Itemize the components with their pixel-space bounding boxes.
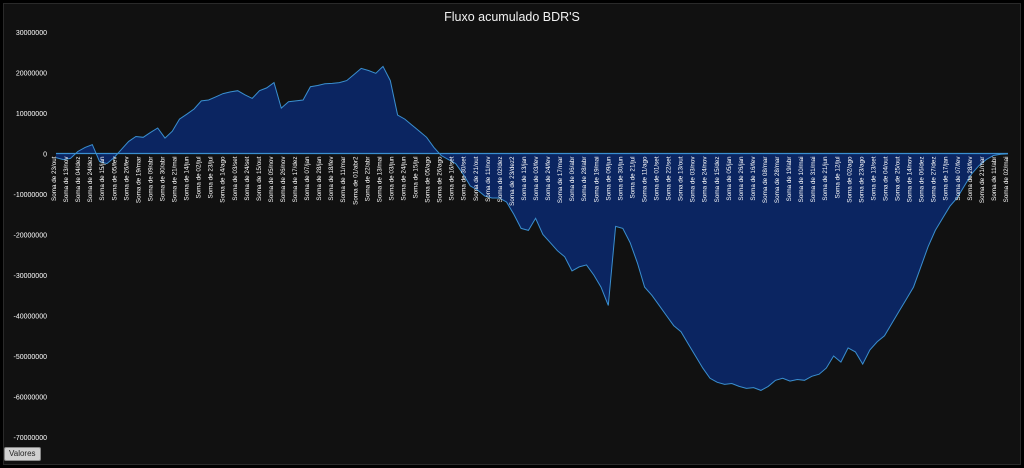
x-tick-label: Soma de 13/nov: [63, 156, 70, 203]
x-tick-label: Soma de 28/fev: [967, 156, 974, 201]
y-tick-label: -60000000: [14, 395, 48, 402]
x-tick-label: Soma de 03/set: [232, 156, 239, 200]
x-tick-label: Soma de 17/jan: [943, 156, 950, 201]
x-tick-label: Soma de 03/fev: [533, 156, 540, 201]
x-tick-label: Soma de 26/nov: [280, 156, 287, 203]
x-tick-label: Soma de 28/abr: [581, 157, 588, 202]
y-tick-label: -30000000: [14, 273, 48, 280]
x-tick-label: Soma de 24/nov: [702, 156, 709, 203]
x-tick-label: Soma de 21/mai: [172, 157, 179, 203]
x-tick-label: Soma de 31/mai: [810, 157, 817, 203]
x-tick-label: Soma de 27/dez: [931, 157, 938, 203]
x-tick-label: Soma de 09/abr: [147, 157, 154, 202]
x-tick-label: Soma de 11/nov: [485, 156, 492, 202]
x-tick-label: Soma de 15/jul: [413, 157, 420, 199]
x-tick-label: Soma de 07/fev: [955, 156, 962, 201]
x-tick-label: Soma de 23/out: [51, 156, 58, 201]
x-tick-label: Soma de 19/abr: [786, 157, 793, 202]
area-series-outline: [55, 65, 1009, 391]
x-tick-label: Soma de 21/jul: [629, 157, 636, 199]
x-tick-label: Soma de 19/mar: [135, 157, 142, 204]
x-tick-label: Soma de 01/set: [654, 156, 661, 200]
x-tick-label: Soma de 21/mar: [979, 157, 986, 204]
x-tick-label: Soma de 08/mar: [762, 157, 769, 204]
x-tick-label: Soma de 10/mai: [798, 157, 805, 203]
x-tick-label: Soma de 02/jul: [196, 157, 203, 199]
x-tick-label: Soma de 02/ago: [846, 156, 853, 203]
x-tick-label: Soma de 05/nov: [268, 156, 275, 203]
y-tick-label: -10000000: [14, 192, 48, 199]
y-tick-label: -70000000: [14, 435, 48, 442]
x-tick-label: Soma de 02/mai: [1003, 157, 1010, 203]
y-tick-label: 10000000: [16, 111, 47, 118]
x-tick-label: Soma de 21/jun: [822, 156, 829, 201]
x-tick-label: Soma de 22/set: [666, 156, 673, 200]
x-tick-label: Soma de 26/jan: [738, 156, 745, 201]
x-tick-label: Soma de 25/out: [895, 156, 902, 201]
x-tick-label: Soma de 11/ago: [642, 156, 649, 202]
x-tick-label: Soma de 06/abr: [569, 157, 576, 202]
x-tick-label: Soma de 15/dez: [714, 157, 721, 203]
x-tick-label: Soma de 16/set: [449, 156, 456, 200]
x-tick-label: Soma de 24/dez: [87, 157, 94, 203]
x-tick-label: Soma de 22/abr: [364, 157, 371, 202]
x-tick-label: Soma de 14/jun: [184, 156, 191, 201]
y-axis-labels: 30000000 20000000 10000000 0 -10000000 -20000…: [14, 30, 48, 442]
x-tick-label: Soma de 23/ago: [858, 156, 865, 203]
y-tick-label: -40000000: [14, 314, 48, 321]
x-tick-label: Soma de 24/set: [244, 156, 251, 200]
x-tick-label: Soma de 15/out: [256, 156, 263, 201]
y-tick-label: 20000000: [16, 71, 47, 78]
x-tick-label: Soma de 11/mar: [340, 157, 347, 203]
x-tick-label: Soma de 30/jun: [617, 156, 624, 201]
x-tick-label: Soma de 30/set: [461, 156, 468, 200]
chart-title: Fluxo acumulado BDR'S: [444, 10, 580, 24]
x-tick-label: Soma de 28/jan: [316, 156, 323, 201]
x-tick-label: Soma de 07/jan: [304, 156, 311, 201]
x-tick-label: Soma de 23/dez2: [509, 156, 516, 206]
x-tick-label: Soma de 05/jan: [726, 156, 733, 201]
y-tick-label: -20000000: [14, 233, 48, 240]
x-tick-label: Soma de 26/ago: [437, 156, 444, 203]
x-tick-label: Soma de 23/jul: [208, 157, 215, 199]
x-tick-label: Soma de 24/jun: [401, 156, 408, 201]
area-series: [56, 66, 1008, 391]
x-tick-label: Soma de 21/out: [473, 156, 480, 201]
y-tick-label: 0: [43, 152, 47, 159]
x-tick-label: Soma de 28/mar: [774, 157, 781, 204]
x-tick-label: Soma de 09/jun: [605, 156, 612, 201]
x-tick-label: Soma de 17/dez: [292, 157, 299, 203]
x-tick-label: Soma de 04/out: [883, 156, 890, 201]
x-tick-label: Soma de 18/fev: [328, 156, 335, 201]
x-tick-label: Soma de 11/abr: [991, 157, 998, 201]
x-tick-label: Soma de 14/nov: [907, 156, 914, 203]
x-tick-label: Soma de 06/dez: [919, 157, 926, 203]
x-tick-label: Soma de 03/jun: [388, 156, 395, 201]
y-tick-label: 30000000: [16, 30, 47, 37]
x-tick-label: Soma de 17/mar: [557, 157, 564, 204]
x-tick-label: Soma de 12/jul: [834, 157, 841, 199]
x-tick-label: Soma de 01/abr2: [352, 156, 359, 205]
x-tick-label: Soma de 16/fev: [750, 156, 757, 201]
x-tick-label: Soma de 15/jan: [99, 156, 106, 201]
x-tick-label: Soma de 14/ago: [220, 156, 227, 203]
x-tick-label: Soma de 13/mai: [376, 157, 383, 203]
x-tick-label: Soma de 30/abr: [160, 157, 167, 202]
values-button[interactable]: Valores: [4, 447, 41, 461]
x-tick-label: Soma de 02/dez: [497, 157, 504, 203]
y-tick-label: -50000000: [14, 354, 48, 361]
x-tick-label: Soma de 04/dez: [75, 157, 82, 203]
x-tick-label: Soma de 05/fev: [111, 156, 118, 201]
x-tick-label: Soma de 05/ago: [425, 156, 432, 203]
x-tick-label: Soma de 26/fev: [123, 156, 130, 201]
x-tick-label: Soma de 19/mai: [593, 157, 600, 203]
x-tick-label: Soma de 13/jan: [521, 156, 528, 201]
x-axis-labels: Soma de 23/out Soma de 13/nov Soma de 04/d…: [51, 156, 1010, 206]
x-tick-label: Soma de 13/out: [678, 156, 685, 201]
x-tick-label: Soma de 24/fev: [545, 156, 552, 201]
x-tick-label: Soma de 13/set: [870, 156, 877, 200]
x-tick-label: Soma de 03/nov: [690, 156, 697, 203]
